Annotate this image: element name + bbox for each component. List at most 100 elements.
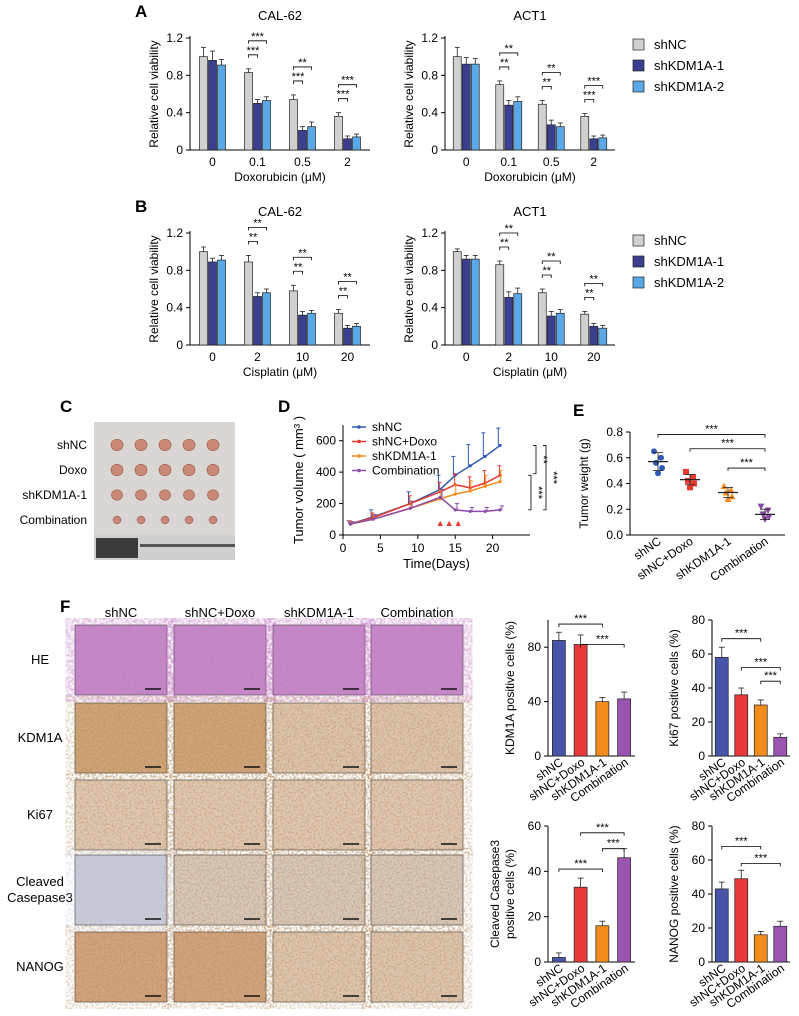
- column-label: shNC+Doxo: [185, 605, 255, 620]
- bar: [253, 102, 262, 151]
- x-tick-label: 0.1: [500, 155, 517, 169]
- chart-title: CAL-62: [258, 204, 302, 219]
- sig-label: **: [547, 251, 556, 263]
- bar: [617, 857, 631, 963]
- sig-bracket: [584, 283, 604, 287]
- bar: [461, 258, 471, 346]
- bar: [217, 64, 226, 151]
- chart-d-tumor-volume: 0 200 400 600 0 5 10 15 20 Time(Days) Tumor volume…: [291, 416, 559, 571]
- histology-texture: [371, 855, 463, 925]
- y-tick-label: 0: [329, 528, 336, 542]
- bar: [244, 261, 253, 346]
- bar: [208, 60, 217, 151]
- y-tick-label: 0: [534, 955, 541, 969]
- tumor: [110, 438, 124, 451]
- legend-swatch: [632, 38, 645, 51]
- bar: [552, 957, 566, 963]
- legend-label: Combination: [372, 464, 439, 478]
- bar: [513, 293, 523, 346]
- histology-texture: [273, 625, 365, 695]
- x-tick-label: 2: [254, 350, 261, 364]
- bar: [573, 644, 588, 757]
- x-axis-label: Doxorubicin (μM): [484, 170, 576, 184]
- bar: [598, 327, 608, 346]
- photo-caliper: [96, 538, 138, 558]
- bar: [598, 137, 608, 151]
- y-tick-label: 0.4: [166, 106, 183, 120]
- y-tick-label: 0: [534, 749, 541, 763]
- histology-texture: [174, 932, 266, 1002]
- tumor: [208, 515, 218, 525]
- row-label: shKDM1A-1: [22, 488, 87, 502]
- sig-label: **: [294, 261, 303, 273]
- bar: [298, 130, 307, 151]
- y-tick-label: 0.0: [606, 528, 623, 542]
- y-tick-label: 20: [528, 910, 542, 924]
- data-point: [498, 473, 502, 477]
- histology-texture: [273, 780, 365, 850]
- sig-bracket: [248, 40, 267, 44]
- legend-b: shNC shKDM1A-1 shKDM1A-2: [632, 233, 724, 290]
- y-axis-label: Tumor volume ( mm³ ): [291, 416, 306, 544]
- legend-label: shNC: [654, 37, 687, 52]
- y-tick-label: 600: [316, 434, 336, 448]
- bar: [504, 297, 514, 346]
- histology-texture: [174, 625, 266, 695]
- bar: [298, 314, 307, 346]
- sig-label: **: [500, 237, 509, 249]
- x-axis-label: Cisplatin (μM): [493, 365, 567, 379]
- sig-label: **: [339, 286, 348, 298]
- y-tick-label: 0.4: [606, 477, 623, 491]
- chart-a-act1: ACT1 0 0.4 0.8 1.2 Relative cell viability Dox…: [402, 8, 615, 184]
- y-tick-label: 1.2: [166, 31, 183, 45]
- sig-bracket: [584, 297, 595, 301]
- panel-label-c: C: [60, 397, 72, 416]
- column-label: Combination: [381, 605, 454, 620]
- y-tick-label: 0: [698, 749, 705, 763]
- sig-bracket: [657, 434, 766, 438]
- sig-bracket: [248, 227, 267, 231]
- y-axis-label: Ki67 positive cells (%): [667, 629, 681, 746]
- data-point: [659, 465, 665, 472]
- panel-a-b-c-d-e-labels: A B C D E F: [60, 2, 584, 616]
- series-line: [350, 474, 501, 525]
- y-tick-label: 60: [692, 647, 706, 661]
- tumor: [183, 489, 195, 501]
- data-point: [453, 508, 457, 512]
- panel-label-f: F: [60, 597, 70, 616]
- sig-bracket: [338, 281, 357, 285]
- histology-texture: [371, 780, 463, 850]
- legend-swatch: [632, 80, 645, 93]
- legend-label: shNC: [372, 420, 402, 434]
- x-tick-label: 2: [344, 155, 351, 169]
- data-point: [468, 464, 472, 468]
- row-label: NANOG: [16, 959, 64, 974]
- data-point: [691, 480, 697, 487]
- data-point: [685, 477, 691, 484]
- sig-bracket: [740, 667, 781, 671]
- sig-bracket: [580, 644, 625, 648]
- bar: [573, 886, 588, 963]
- y-tick-label: 1.2: [421, 226, 438, 240]
- sig-label: **: [249, 231, 258, 243]
- y-tick-label: 0.4: [421, 106, 438, 120]
- data-point: [483, 484, 487, 488]
- bar: [334, 116, 343, 151]
- data-point: [468, 486, 472, 490]
- row-label: Doxo: [59, 463, 87, 477]
- y-tick-label: 1.2: [421, 31, 438, 45]
- legend-marker: [357, 439, 361, 444]
- row-label: Ki67: [27, 807, 53, 822]
- tumor: [182, 438, 196, 451]
- sig-label: **: [589, 273, 598, 285]
- tumor: [111, 489, 123, 501]
- sig-label: **: [542, 77, 551, 89]
- sig-label: ***: [764, 670, 778, 682]
- sig-bracket: [293, 80, 303, 84]
- data-point: [483, 454, 487, 459]
- sig-label: ***: [587, 76, 601, 88]
- row-label: Casepase3: [7, 890, 73, 905]
- sig-bracket: [533, 445, 537, 475]
- data-point: [724, 495, 732, 502]
- bar: [546, 315, 556, 346]
